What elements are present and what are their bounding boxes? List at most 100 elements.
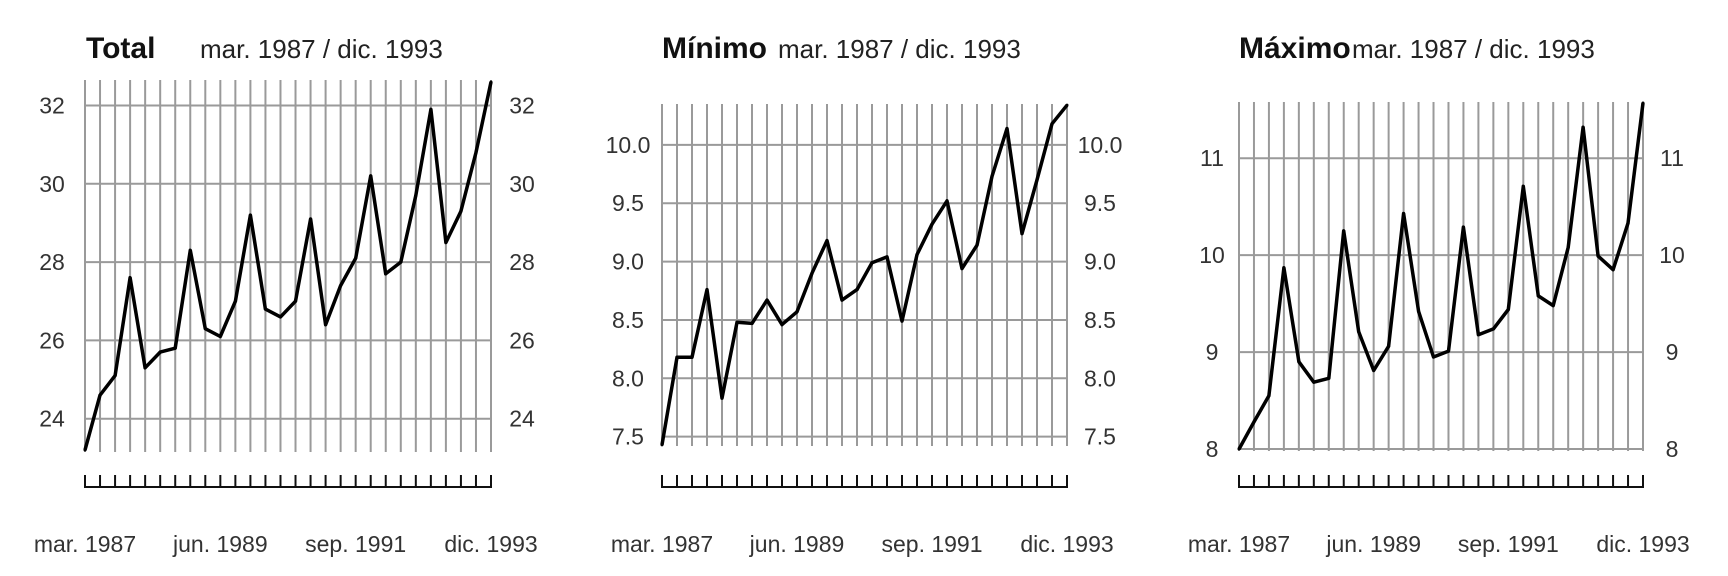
data-point [930,222,934,226]
data-point [1491,327,1495,331]
y-tick-label-right: 8 [1666,436,1679,462]
y-tick-label-left: 28 [39,249,65,275]
data-point [1581,125,1585,129]
panel-2: Máximo mar. 1987 / dic. 1993 8 8 9 9 10 10 11 11 m… [1188,32,1690,557]
y-tick-label-right: 10 [1659,242,1685,268]
data-point [1641,101,1645,105]
y-tick-label-left: 10.0 [606,132,651,158]
data-point [1476,333,1480,337]
y-tick-label-right: 26 [509,327,535,353]
data-point [1282,266,1286,270]
data-point [705,288,709,292]
y-tick-label-left: 9 [1206,339,1219,365]
data-point [840,298,844,302]
data-point [690,355,694,359]
data-point [1252,420,1256,424]
data-point [143,366,147,370]
data-point [975,243,979,247]
data-point [1461,225,1465,229]
data-point [1327,376,1331,380]
x-tick-label: mar. 1987 [34,531,136,557]
data-point [83,448,87,452]
data-point [1342,229,1346,233]
data-point [825,239,829,243]
data-point [384,272,388,276]
series-line [1237,102,1645,450]
y-tick-label-right: 9.5 [1084,190,1116,216]
data-point [1372,369,1376,373]
chart-subtitle: mar. 1987 / dic. 1993 [778,34,1021,64]
x-tick-label: sep. 1991 [305,531,406,557]
data-point [324,323,328,327]
data-point [158,350,162,354]
data-point [1566,245,1570,249]
y-tick-label-left: 7.5 [612,424,644,450]
y-tick-label-left: 11 [1200,145,1224,171]
x-tick-label: sep. 1991 [1458,531,1559,557]
panel-1: Mínimo mar. 1987 / dic. 1993 7.5 7.5 8.0 8.0 8… [606,32,1123,557]
y-tick-label-right: 11 [1660,145,1684,171]
data-point [414,194,418,198]
data-point [720,396,724,400]
x-tick-label: jun. 1989 [749,531,845,557]
y-tick-label-left: 9.0 [612,249,644,275]
chart-title: Máximo [1239,32,1351,65]
x-tick-label: dic. 1993 [1020,531,1113,557]
y-tick-label-right: 9.0 [1084,249,1116,275]
data-point [218,334,222,338]
data-point [203,327,207,331]
data-point [444,241,448,245]
data-point [188,248,192,252]
data-point [1297,360,1301,364]
data-point [248,213,252,217]
data-point [1387,344,1391,348]
data-point [1417,309,1421,313]
y-tick-label-right: 8.0 [1084,365,1116,391]
data-point [660,443,664,447]
x-tick-label: jun. 1989 [1325,531,1421,557]
data-point [1521,184,1525,188]
y-tick-label-left: 9.5 [612,190,644,216]
data-point [294,299,298,303]
data-point [1357,330,1361,334]
y-tick-label-left: 8 [1206,436,1219,462]
data-point [960,267,964,271]
data-point [263,307,267,311]
y-tick-label-left: 8.0 [612,365,644,391]
y-tick-label-right: 10.0 [1078,132,1123,158]
y-tick-label-right: 32 [509,92,535,118]
data-point [780,323,784,327]
data-point [765,298,769,302]
data-point [885,255,889,259]
data-point [1312,380,1316,384]
data-point [1065,103,1069,107]
data-point [675,355,679,359]
y-tick-label-left: 24 [39,406,65,432]
data-point [278,315,282,319]
y-tick-label-right: 9 [1666,339,1679,365]
data-point [1506,307,1510,311]
x-tick-label: mar. 1987 [1188,531,1290,557]
data-point [173,346,177,350]
data-point [1267,394,1271,398]
data-point [1005,127,1009,131]
data-point [459,209,463,213]
data-point [98,393,102,397]
y-tick-label-right: 7.5 [1084,424,1116,450]
data-point [354,256,358,260]
data-point [945,199,949,203]
data-point [1402,211,1406,215]
data-point [750,321,754,325]
chart-subtitle: mar. 1987 / dic. 1993 [1352,34,1595,64]
y-tick-label-left: 32 [39,92,65,118]
data-point [1020,232,1024,236]
panel-0: Total mar. 1987 / dic. 1993 24 24 26 26 28 28 30… [34,32,538,557]
data-point [1237,447,1241,451]
x-tick-label: jun. 1989 [172,531,268,557]
y-tick-label-left: 30 [39,171,65,197]
data-point [489,80,493,84]
x-tick-label: dic. 1993 [1596,531,1689,557]
data-point [1432,355,1436,359]
chart-title: Mínimo [662,32,767,65]
